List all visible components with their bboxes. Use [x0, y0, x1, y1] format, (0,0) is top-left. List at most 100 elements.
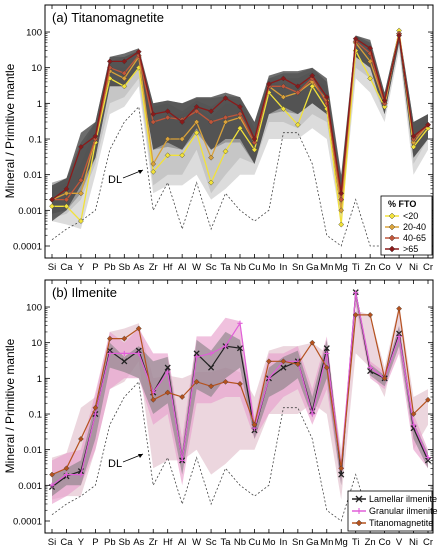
x-tick-label-nb: Nb [234, 537, 246, 548]
x-tick-label-si: Si [48, 262, 56, 273]
series-point [63, 185, 70, 192]
panel-b-legend: Lamellar ilmenite Granular ilmenite Titano… [347, 490, 438, 532]
series-point [179, 152, 186, 159]
x-tick-label-ti: Ti [352, 262, 360, 273]
series-point [63, 472, 70, 478]
series-point [193, 129, 200, 136]
x-tick-label-al: Al [178, 537, 186, 548]
panel-a-dl-annotation: DL [108, 169, 144, 186]
x-tick-label-mg: Mg [335, 537, 348, 548]
y-tick-label: 0.001 [18, 206, 42, 217]
series-point [425, 396, 431, 403]
x-tick-label-nb: Nb [234, 262, 246, 273]
series-point [338, 471, 345, 478]
x-tick-label-in: In [279, 262, 287, 273]
series-point [381, 375, 388, 382]
series-point [49, 471, 55, 478]
x-tick-label-zr: Zr [149, 262, 158, 273]
legend-label: >65 [403, 244, 418, 254]
series-point [107, 350, 113, 357]
panel-a-y-axis-label: Mineral / Primitive mantle [3, 63, 17, 198]
series-point [150, 161, 157, 167]
series-point [179, 136, 186, 142]
series-point [222, 378, 229, 385]
series-point [338, 207, 345, 214]
series-point [135, 347, 142, 354]
x-tick-label-v: V [396, 262, 403, 273]
x-tick-label-ni: Ni [409, 262, 418, 273]
series-point [324, 350, 330, 357]
series-point [193, 350, 200, 357]
series-point [352, 312, 359, 318]
series-point [294, 83, 301, 90]
x-tick-label-cu: Cu [248, 262, 260, 273]
series-point [121, 75, 128, 82]
series-point [150, 119, 157, 125]
series-point [135, 48, 142, 55]
series-point [49, 196, 55, 203]
series-point [164, 114, 171, 121]
x-tick-label-cr: Cr [423, 262, 433, 273]
x-tick-label-ta: Ta [221, 537, 232, 548]
y-tick-label: 0.001 [18, 481, 42, 492]
series-point [222, 114, 229, 121]
panel-b-x-ticks: Si Ca Y P Pb Sb As Zr Hf Al W Sc Ta Nb Cu Mo In Sn Ga Mn Mg T… [48, 280, 433, 548]
series-point [266, 375, 272, 381]
series-point [222, 119, 229, 125]
panel-b-chart: 0.0001 0.001 0.01 0.1 1 10 100 Si Ca Y P Pb Sb As Zr H… [13, 279, 438, 548]
x-tick-label-mo: Mo [262, 537, 275, 548]
x-tick-label-zr: Zr [149, 537, 158, 548]
series-point [92, 404, 99, 411]
x-tick-label-co: Co [379, 537, 391, 548]
panel-b-dl-arrowhead [138, 454, 143, 458]
panel-b-title: (b) Ilmenite [52, 285, 117, 300]
series-point [309, 339, 316, 346]
series-point [381, 103, 388, 110]
y-tick-label: 0.1 [29, 410, 42, 421]
series-point [164, 364, 171, 371]
series-point [237, 125, 243, 132]
y-tick-label: 1 [37, 99, 42, 110]
series-point [78, 472, 84, 478]
series-point [237, 320, 243, 326]
series-point [78, 218, 84, 224]
y-tick-label: 100 [26, 303, 42, 314]
panel-b-series [48, 289, 432, 491]
series-point [410, 411, 417, 417]
detection-limit-line [51, 105, 428, 247]
x-tick-label-as: As [133, 262, 144, 273]
series-point [353, 290, 359, 296]
series-point [164, 389, 171, 396]
series-point [208, 154, 214, 161]
panel-b-legend-items: Lamellar ilmenite Granular ilmenite Titano… [352, 494, 438, 528]
series-point [193, 103, 200, 110]
x-tick-label-pb: Pb [104, 537, 116, 548]
series-point [309, 83, 316, 90]
series-point [222, 95, 229, 102]
series-point [78, 177, 84, 184]
series-point [121, 83, 128, 90]
series-point [106, 335, 113, 342]
panel-b-y-ticks: 0.0001 0.001 0.01 0.1 1 10 100 [13, 303, 433, 528]
series-point [150, 396, 157, 403]
x-tick-label-ca: Ca [60, 537, 73, 548]
series-point [92, 411, 98, 417]
x-tick-label-mn: Mn [320, 262, 333, 273]
series-point [280, 75, 287, 82]
x-tick-label-cu: Cu [248, 537, 260, 548]
series-point [106, 58, 113, 65]
panel-a-series [49, 27, 431, 228]
series-65 [49, 32, 431, 203]
series-point [63, 465, 70, 472]
series-point [63, 203, 70, 210]
series-point [338, 196, 345, 203]
x-tick-label-ti: Ti [352, 537, 360, 548]
series-point [164, 108, 171, 115]
series-point [237, 380, 243, 387]
legend-label: 20-40 [403, 222, 426, 232]
series-point [294, 121, 301, 128]
x-tick-label-hf: Hf [163, 537, 173, 548]
series-point [367, 45, 374, 52]
panel-b-dl-label: DL [108, 458, 122, 470]
x-tick-label-mo: Mo [262, 262, 275, 273]
